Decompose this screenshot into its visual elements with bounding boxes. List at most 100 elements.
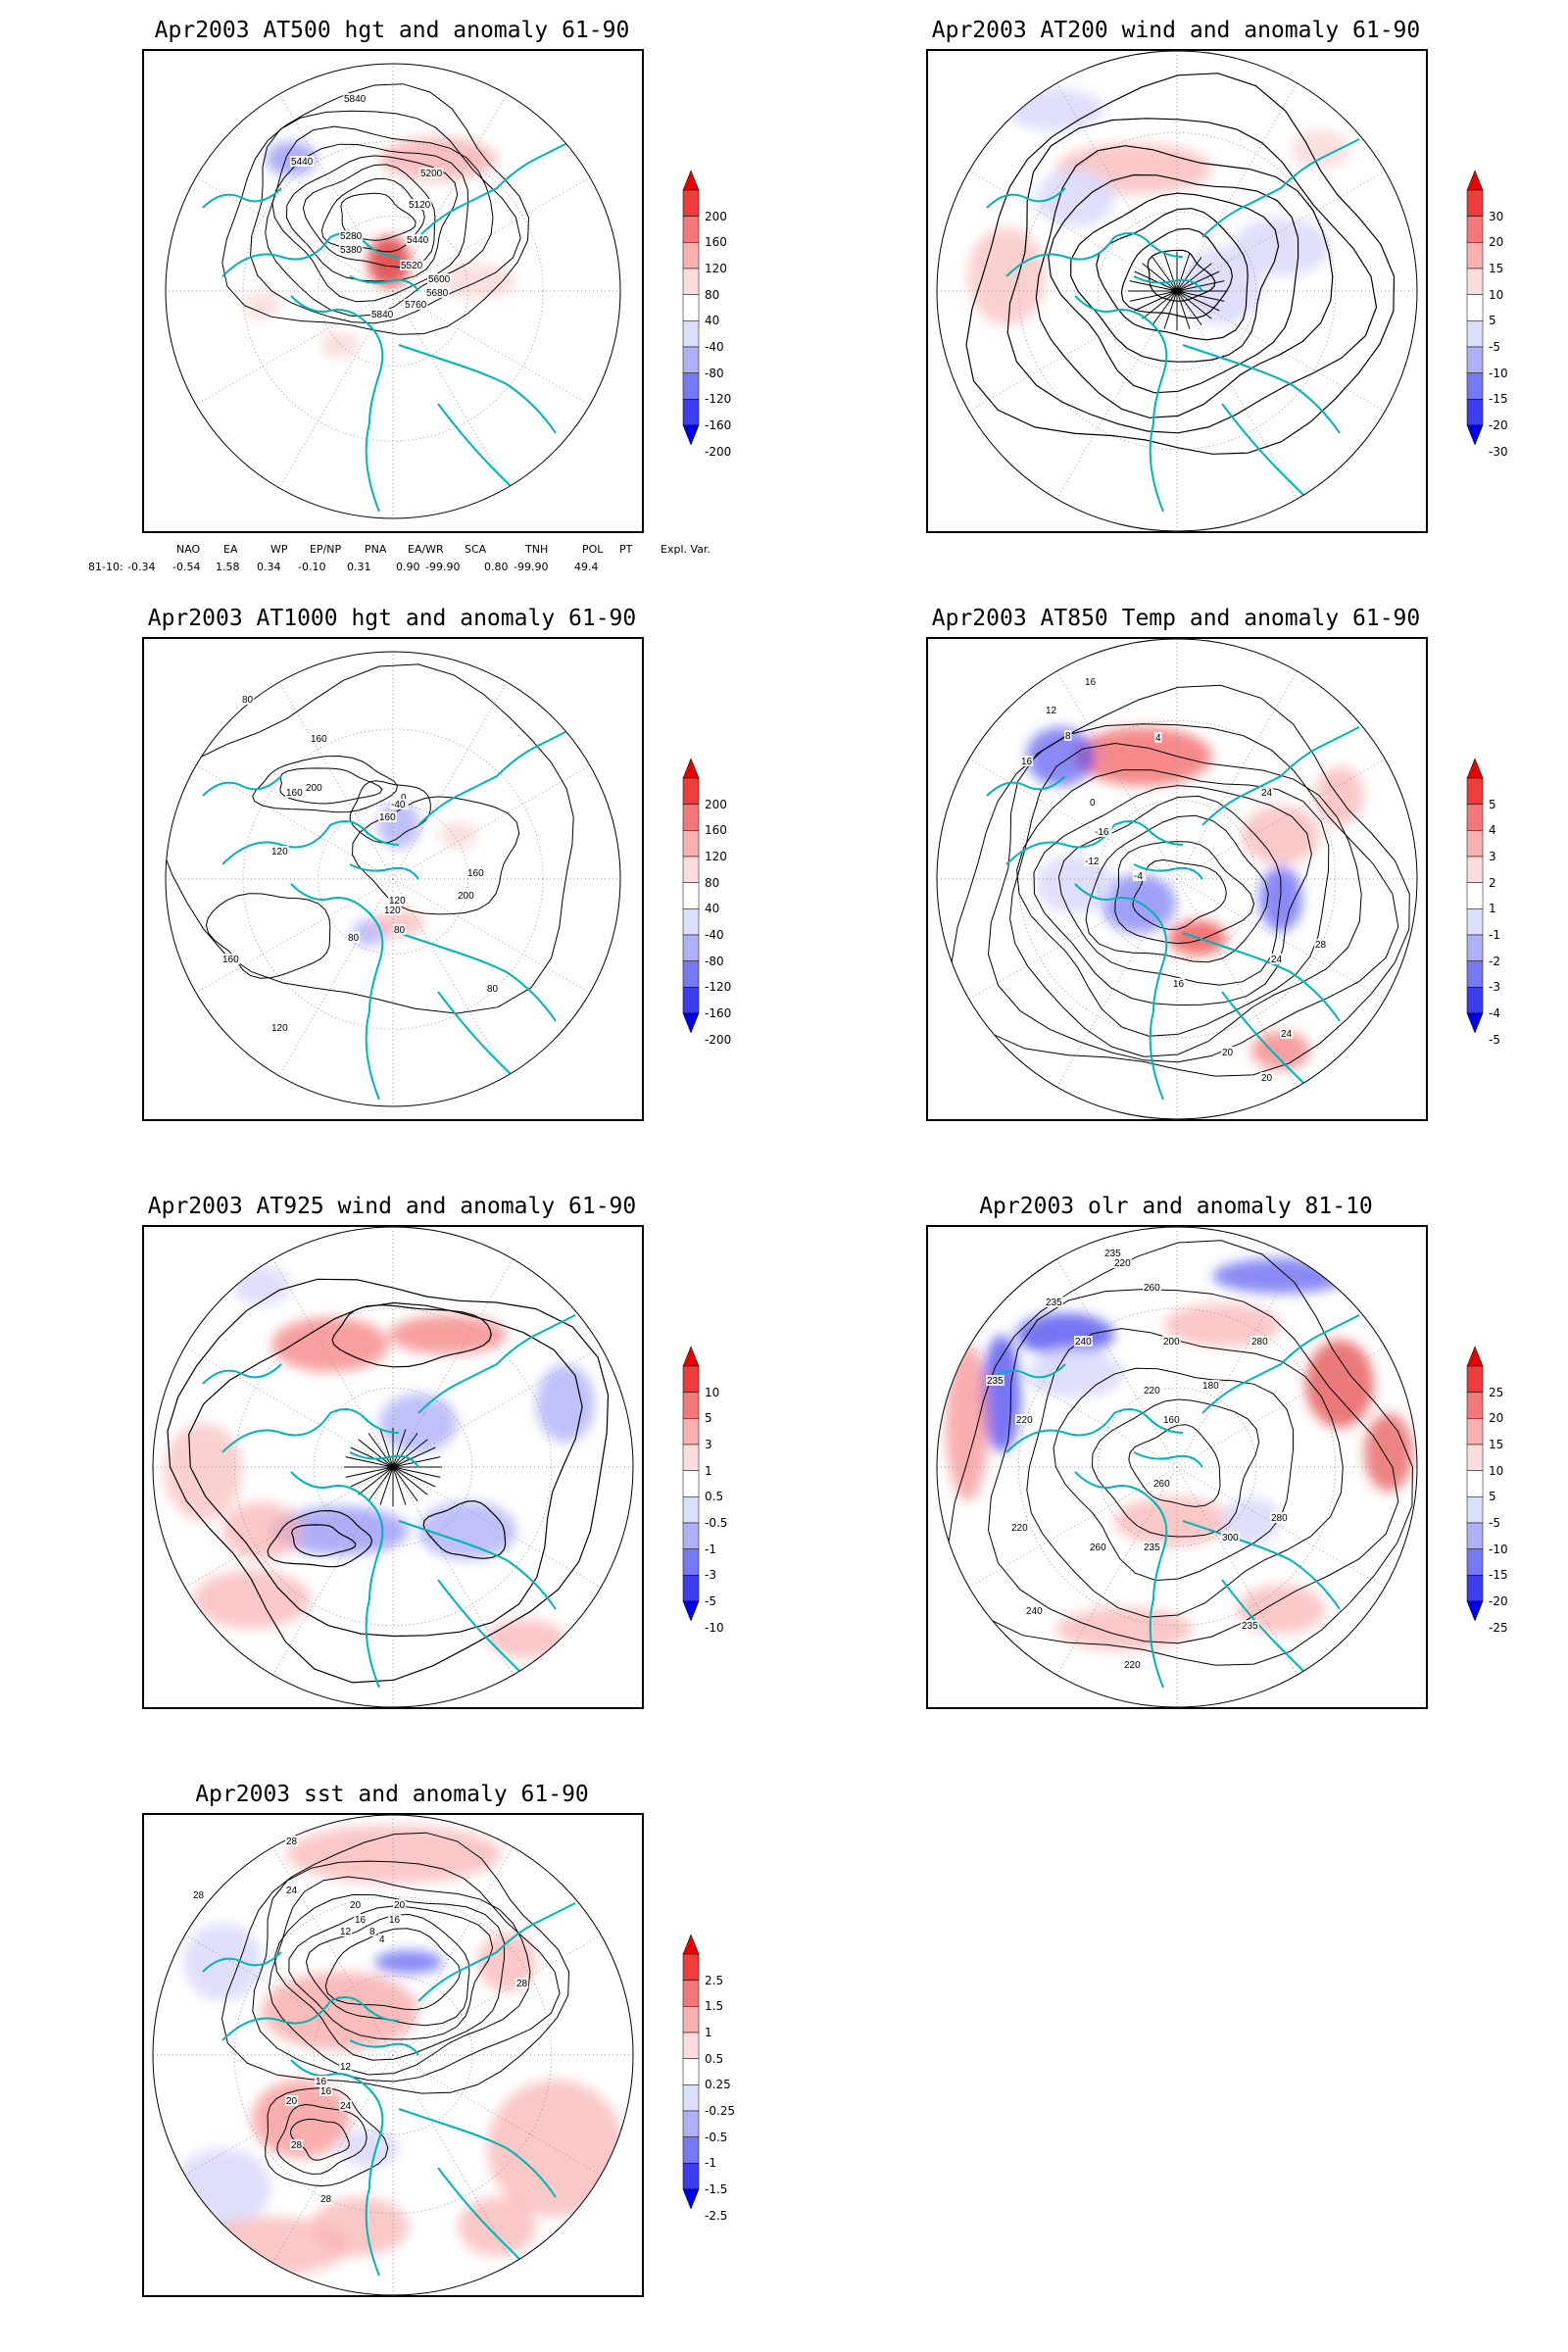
meridian [272,1846,394,2056]
contour-label: 0 [401,793,407,804]
streamline [1176,290,1191,329]
colorbar-label: 1 [705,2026,712,2039]
contour-label: 120 [271,847,288,858]
colorbar-label: 120 [705,850,727,863]
coastline [221,232,400,277]
colorbar-label: -1 [705,1542,716,1556]
index-header: SCA [465,543,487,556]
polar-map [152,1227,634,1707]
colorbar-swatches [682,171,700,445]
polar-map: 5840 5440 5200 5120 5280 5380 5440 5520 5600 5680… [165,63,621,519]
panel-title: Apr2003 olr and anomaly 81-10 [979,1194,1373,1219]
anomaly-patch [1291,129,1349,169]
label-backdrop [319,2193,333,2204]
label-backdrop [290,156,315,167]
colorbar-label: 160 [705,823,727,838]
contour-label: 220 [1114,1258,1131,1269]
anomaly-patch [1251,1031,1310,1070]
label-backdrop [378,811,397,822]
label-backdrop [1113,1257,1132,1268]
panel-title: Apr2003 AT500 hgt and anomaly 61-90 [154,18,630,43]
contour-label: 16 [1085,677,1097,688]
contour-label: 5280 [340,231,363,242]
contour-label: 160 [311,734,327,745]
coastline [1201,1314,1360,1414]
meridian [968,759,1178,880]
label-backdrop [408,199,432,210]
contour-label: 28 [1315,940,1327,951]
label-backdrop [1280,1028,1294,1039]
streamline [1096,208,1249,341]
streamline [1176,263,1212,292]
contour-label: -40 [391,800,406,810]
colorbar-swatch [682,216,700,243]
colorbar-label: 30 [1489,209,1504,223]
streamline [1070,192,1280,363]
meridian [968,171,1178,292]
colorbar-top-arrow [682,1347,700,1367]
contour-label: 24 [1281,1029,1293,1040]
colorbar-label: 15 [1489,1438,1504,1451]
contour-line [1085,814,1269,963]
meridian [1176,1466,1386,1588]
contour-label: 5200 [420,169,443,179]
contour-line [1009,742,1362,1057]
meridian [392,1846,514,2056]
colorbar-swatch [682,372,700,400]
meridian [392,2054,514,2264]
map-frame: 80 160 200 160 0 -40 160 120 160 200 120 80 160 120 80… [142,637,644,1121]
colorbar-swatch [1466,268,1484,295]
contour-label: 16 [320,2086,332,2097]
colorbar-label: 2.5 [705,1973,724,1987]
meridian [1056,1258,1178,1468]
label-backdrop [1172,978,1186,989]
colorbar-label: -1 [1489,928,1500,942]
label-backdrop [388,895,407,906]
colorbar-swatch [1466,399,1484,426]
coastline [1221,403,1321,513]
label-backdrop [354,1914,368,1925]
graticule [153,1815,633,2295]
colorbar-label: -1 [705,2156,716,2171]
label-backdrop [1025,1605,1044,1616]
contour-line [221,83,530,335]
label-backdrop [1152,1478,1171,1489]
meridian [272,1466,394,1676]
colorbar-swatch [1466,1444,1484,1471]
contour-line [220,1832,570,2094]
label-backdrop [339,2061,353,2072]
contour-label: 160 [379,812,396,823]
colorbar-swatch [1466,372,1484,400]
coastline [986,187,1066,209]
contour-label: 120 [384,906,401,916]
index-header: PNA [365,543,387,556]
contour-label: 160 [286,788,303,799]
contour-line [288,1905,494,2040]
meridian [1176,171,1386,292]
colorbar-swatch [1466,1496,1484,1524]
contour-label: -12 [1085,857,1100,867]
meridian [392,93,508,292]
colorbar-label: -200 [705,1032,732,1047]
contour-label: -16 [1095,827,1109,838]
streamlines [167,1278,610,1684]
colorbar-label: 160 [705,235,727,250]
contour-label: 200 [458,891,474,902]
map-boundary [152,1815,634,2295]
colorbar-swatch [682,189,700,217]
contours [166,663,574,1014]
colorbar-bottom-arrow [682,1600,700,1621]
streamline [1152,257,1178,292]
streamline [350,1446,394,1468]
colorbar-label: -80 [705,954,724,968]
contour-label: 28 [193,1890,205,1901]
streamline [1152,290,1178,325]
map-frame [142,1225,644,1709]
streamline [1176,270,1220,292]
colorbar-swatch [1466,1392,1484,1419]
contour-line [205,893,331,979]
